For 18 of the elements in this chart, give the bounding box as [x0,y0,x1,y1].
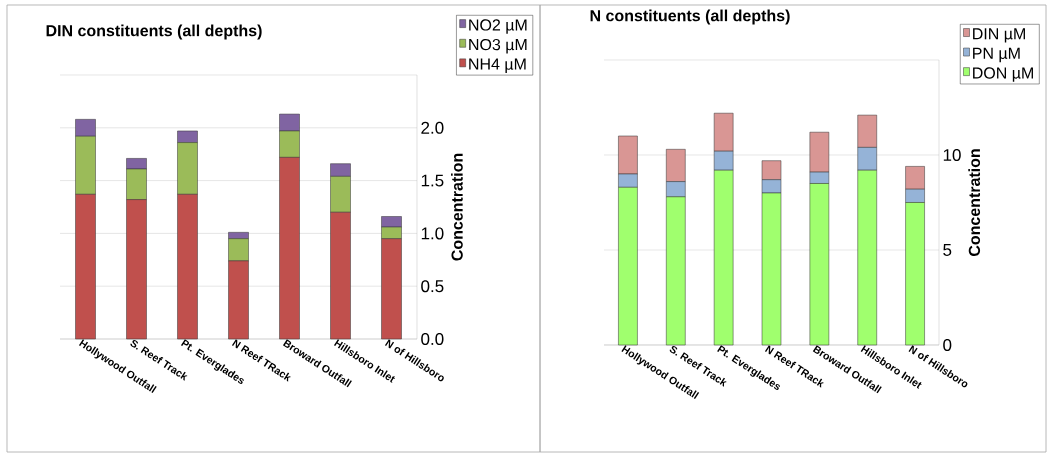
y-tick-label: 1.5 [421,174,444,187]
y-axis-title: Concentration [968,149,981,257]
legend-label: DIN µM [973,28,1025,43]
y-tick-label: 0.5 [421,280,444,293]
chart-title: DIN constituents (all depths) [46,24,262,40]
chart-title: N constituents (all depths) [590,9,790,25]
legend-label: PN µM [973,47,1020,63]
y-axis-title: Concentration [451,153,463,261]
y-tick-label: 2.0 [421,121,444,134]
y-tick-label: 1.0 [421,227,444,240]
y-tick-label: 5 [943,244,952,256]
legend-label: DON µM [973,67,1033,82]
y-tick-label: 0 [943,338,952,352]
legend-label: NO2 µM [469,19,527,34]
y-tick-label: 0.0 [421,332,444,346]
y-tick-label: 10 [943,148,961,162]
legend-label: NH4 µM [469,58,526,73]
legend-label: NO3 µM [469,38,527,54]
